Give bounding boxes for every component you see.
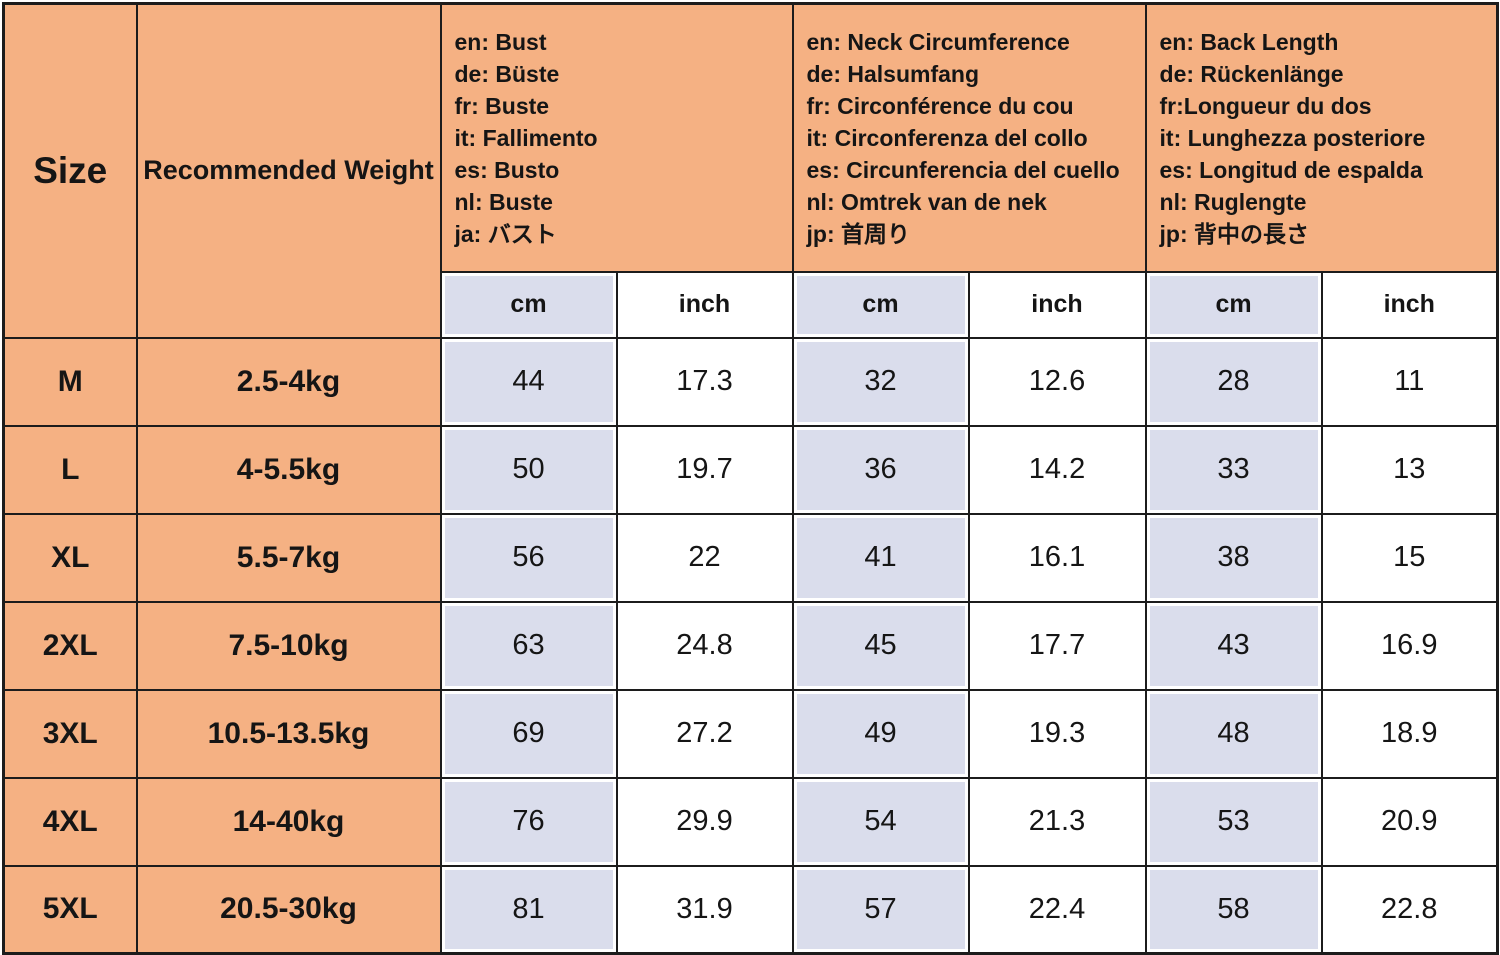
bust-group-header: en: Bust de: Büste fr: Buste it: Fallime… bbox=[439, 2, 794, 273]
neck-inch-cell: 16.1 bbox=[967, 512, 1147, 603]
weight-column-header: Recommended Weight bbox=[135, 2, 442, 339]
neck-inch-cell: 14.2 bbox=[967, 424, 1147, 515]
neck-cm-cell: 54 bbox=[791, 776, 970, 867]
bust-inch-cell: 27.2 bbox=[615, 688, 794, 779]
neck-cm-cell: 45 bbox=[791, 600, 970, 691]
neck-inch-cell: 12.6 bbox=[967, 336, 1147, 427]
neck-inch-cell: 21.3 bbox=[967, 776, 1147, 867]
back-inch-unit-header: inch bbox=[1320, 270, 1499, 339]
back-cm-cell: 33 bbox=[1144, 424, 1323, 515]
bust-inch-cell: 22 bbox=[615, 512, 794, 603]
bust-inch-cell: 24.8 bbox=[615, 600, 794, 691]
back-cm-unit-header: cm bbox=[1144, 270, 1323, 339]
back-inch-cell: 15 bbox=[1320, 512, 1499, 603]
table-row-2xl: 2XL 7.5-10kg 63 24.8 45 17.7 43 16.9 bbox=[2, 600, 1499, 691]
bust-cm-unit-header: cm bbox=[439, 270, 618, 339]
table-row-4xl: 4XL 14-40kg 76 29.9 54 21.3 53 20.9 bbox=[2, 776, 1499, 867]
bust-inch-cell: 19.7 bbox=[615, 424, 794, 515]
back-cm-cell: 28 bbox=[1144, 336, 1323, 427]
back-cm-cell: 48 bbox=[1144, 688, 1323, 779]
back-length-group-header: en: Back Length de: Rückenlänge fr:Longu… bbox=[1144, 2, 1499, 273]
size-cell: 4XL bbox=[2, 776, 138, 867]
neck-inch-cell: 17.7 bbox=[967, 600, 1147, 691]
back-inch-cell: 20.9 bbox=[1320, 776, 1499, 867]
size-cell: 5XL bbox=[2, 864, 138, 955]
back-inch-cell: 16.9 bbox=[1320, 600, 1499, 691]
table-row-5xl: 5XL 20.5-30kg 81 31.9 57 22.4 58 22.8 bbox=[2, 864, 1499, 955]
weight-cell: 2.5-4kg bbox=[135, 336, 442, 427]
size-cell: XL bbox=[2, 512, 138, 603]
weight-cell: 4-5.5kg bbox=[135, 424, 442, 515]
weight-cell: 5.5-7kg bbox=[135, 512, 442, 603]
back-inch-cell: 22.8 bbox=[1320, 864, 1499, 955]
neck-cm-cell: 49 bbox=[791, 688, 970, 779]
neck-inch-unit-header: inch bbox=[967, 270, 1147, 339]
back-inch-cell: 18.9 bbox=[1320, 688, 1499, 779]
bust-cm-cell: 56 bbox=[439, 512, 618, 603]
back-cm-cell: 43 bbox=[1144, 600, 1323, 691]
size-cell: L bbox=[2, 424, 138, 515]
back-cm-cell: 53 bbox=[1144, 776, 1323, 867]
bust-cm-cell: 69 bbox=[439, 688, 618, 779]
neck-cm-cell: 57 bbox=[791, 864, 970, 955]
bust-cm-cell: 44 bbox=[439, 336, 618, 427]
size-cell: M bbox=[2, 336, 138, 427]
weight-cell: 10.5-13.5kg bbox=[135, 688, 442, 779]
bust-cm-cell: 81 bbox=[439, 864, 618, 955]
size-column-header: Size bbox=[2, 2, 138, 339]
weight-cell: 7.5-10kg bbox=[135, 600, 442, 691]
neck-inch-cell: 19.3 bbox=[967, 688, 1147, 779]
back-inch-cell: 11 bbox=[1320, 336, 1499, 427]
neck-cm-unit-header: cm bbox=[791, 270, 970, 339]
bust-inch-cell: 29.9 bbox=[615, 776, 794, 867]
header-row-labels: Size Recommended Weight en: Bust de: Büs… bbox=[2, 2, 1499, 339]
bust-inch-unit-header: inch bbox=[615, 270, 794, 339]
table-row-xl: XL 5.5-7kg 56 22 41 16.1 38 15 bbox=[2, 512, 1499, 603]
bust-cm-cell: 50 bbox=[439, 424, 618, 515]
weight-cell: 20.5-30kg bbox=[135, 864, 442, 955]
back-cm-cell: 38 bbox=[1144, 512, 1323, 603]
table-row-m: M 2.5-4kg 44 17.3 32 12.6 28 11 bbox=[2, 336, 1499, 427]
back-cm-cell: 58 bbox=[1144, 864, 1323, 955]
weight-cell: 14-40kg bbox=[135, 776, 442, 867]
bust-cm-cell: 63 bbox=[439, 600, 618, 691]
neck-cm-cell: 41 bbox=[791, 512, 970, 603]
bust-inch-cell: 31.9 bbox=[615, 864, 794, 955]
header-row-units: cm inch cm inch cm inch bbox=[4, 270, 1499, 339]
back-inch-cell: 13 bbox=[1320, 424, 1499, 515]
neck-inch-cell: 22.4 bbox=[967, 864, 1147, 955]
neck-circumference-group-header: en: Neck Circumference de: Halsumfang fr… bbox=[791, 2, 1147, 273]
size-cell: 3XL bbox=[2, 688, 138, 779]
table-row-3xl: 3XL 10.5-13.5kg 69 27.2 49 19.3 48 18.9 bbox=[2, 688, 1499, 779]
bust-cm-cell: 76 bbox=[439, 776, 618, 867]
neck-cm-cell: 32 bbox=[791, 336, 970, 427]
bust-inch-cell: 17.3 bbox=[615, 336, 794, 427]
size-cell: 2XL bbox=[2, 600, 138, 691]
table-row-l: L 4-5.5kg 50 19.7 36 14.2 33 13 bbox=[2, 424, 1499, 515]
neck-cm-cell: 36 bbox=[791, 424, 970, 515]
